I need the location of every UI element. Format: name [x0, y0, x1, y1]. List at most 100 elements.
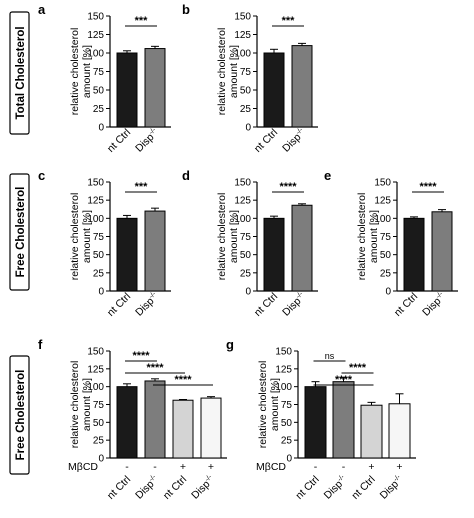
category-label-superscript: -/-	[148, 290, 158, 300]
panel-d: d 0 25 50 75 100 125 150 relative cholesterolamo…	[182, 168, 318, 319]
bar	[304, 386, 327, 459]
y-tick-label: 0	[98, 123, 104, 134]
bar	[332, 381, 355, 459]
significance-label: ****	[146, 362, 164, 374]
category-label: nt Ctrl	[293, 474, 321, 502]
y-axis-label-line: amount [%]	[228, 45, 240, 98]
y-axis-label-line: amount [%]	[228, 210, 240, 263]
category-label-superscript: -/-	[336, 473, 346, 483]
panel-letter: g	[226, 337, 234, 352]
category-label-text: nt Ctrl	[105, 474, 133, 502]
panel-a: a 0 25 50 75 100 125 150 relative cholesterolamo…	[38, 2, 171, 155]
y-tick-label: 0	[245, 287, 251, 298]
category-label-superscript: -/-	[148, 473, 158, 483]
y-tick-label: 25	[93, 268, 105, 279]
y-tick-label: 150	[87, 347, 104, 358]
y-tick-label: 125	[87, 30, 104, 41]
row-label-3: Free Cholesterol	[9, 355, 30, 475]
y-tick-label: 75	[93, 400, 105, 411]
significance-label: ns	[325, 351, 335, 361]
y-tick-label: 100	[234, 49, 251, 60]
y-axis-label-line: amount [%]	[81, 210, 93, 263]
category-label: nt Ctrl	[392, 291, 420, 319]
panel-letter: c	[38, 168, 45, 183]
category-label-text: nt Ctrl	[349, 474, 377, 502]
category-label: nt Ctrl	[252, 291, 280, 319]
y-tick-label: 150	[234, 178, 251, 189]
significance-label: ***	[135, 181, 149, 193]
category-label: Disp-/-	[420, 290, 448, 318]
y-tick-label: 125	[234, 30, 251, 41]
y-axis-label-line: amount [%]	[81, 378, 93, 431]
bar	[360, 404, 383, 459]
y-tick-label: 150	[87, 178, 104, 189]
y-axis-label-line: relative cholesterol	[257, 361, 269, 449]
bar	[116, 217, 138, 292]
treatment-label: MβCD	[68, 461, 98, 473]
panel-letter: b	[182, 2, 190, 17]
treatment-sign: +	[396, 461, 402, 473]
treatment-sign: +	[180, 461, 186, 473]
y-axis-label: relative cholesterolamount [%]	[216, 28, 240, 116]
y-tick-label: 125	[234, 196, 251, 207]
bar	[263, 217, 285, 292]
y-tick-label: 100	[87, 49, 104, 60]
row-label-1-text: Total Cholesterol	[15, 26, 27, 119]
category-label: Disp-/-	[133, 473, 161, 501]
category-label-superscript: -/-	[295, 126, 305, 136]
y-tick-label: 100	[275, 382, 292, 393]
panel-e: e 0 25 50 75 100 125 150 relative cholesterolamo…	[324, 168, 458, 319]
y-axis-label: relative cholesterolamount [%]	[216, 193, 240, 281]
panel-letter: d	[182, 168, 190, 183]
y-tick-label: 25	[240, 104, 252, 115]
bar	[263, 52, 285, 128]
category-label-text: nt Ctrl	[392, 291, 420, 319]
category-label: nt Ctrl	[105, 127, 133, 155]
category-label: Disp-/-	[133, 290, 161, 318]
treatment-sign: +	[368, 461, 374, 473]
y-tick-label: 75	[240, 67, 252, 78]
significance-label: ****	[419, 181, 437, 193]
bar	[116, 52, 138, 128]
y-tick-label: 125	[275, 364, 292, 375]
treatment-sign: -	[314, 461, 318, 473]
bar	[403, 217, 425, 292]
y-tick-label: 150	[87, 12, 104, 23]
category-label: Disp-/-	[322, 473, 350, 501]
y-tick-label: 25	[281, 436, 293, 447]
y-tick-label: 100	[87, 382, 104, 393]
y-tick-label: 100	[234, 214, 251, 225]
y-tick-label: 125	[374, 196, 391, 207]
significance-label: ***	[282, 15, 296, 27]
category-label-text: nt Ctrl	[105, 291, 133, 319]
panel-f: f 0 25 50 75 100 125 150 relative cholesterolamo…	[38, 337, 227, 502]
y-tick-label: 25	[240, 268, 252, 279]
category-label: Disp-/-	[378, 473, 406, 501]
bar	[144, 210, 166, 292]
y-axis-label-line: relative cholesterol	[69, 193, 81, 281]
y-tick-label: 25	[93, 436, 105, 447]
category-label-text: nt Ctrl	[252, 291, 280, 319]
category-label-text: nt Ctrl	[252, 127, 280, 155]
category-label-text: nt Ctrl	[105, 127, 133, 155]
category-label: nt Ctrl	[105, 291, 133, 319]
y-tick-label: 50	[93, 418, 105, 429]
bar	[291, 45, 313, 128]
y-tick-label: 0	[98, 287, 104, 298]
category-label: nt Ctrl	[349, 474, 377, 502]
y-tick-label: 75	[93, 67, 105, 78]
y-axis-label: relative cholesterolamount [%]	[69, 28, 93, 116]
y-tick-label: 75	[93, 232, 105, 243]
panel-b: b 0 25 50 75 100 125 150 relative cholesterolamo…	[182, 2, 318, 155]
category-label: Disp-/-	[133, 126, 161, 154]
bar	[172, 399, 194, 459]
treatment-label: MβCD	[256, 461, 286, 473]
treatment-sign: -	[342, 461, 346, 473]
treatment-sign: +	[208, 461, 214, 473]
y-tick-label: 125	[87, 196, 104, 207]
y-tick-label: 0	[98, 454, 104, 465]
y-axis-label-line: amount [%]	[368, 210, 380, 263]
category-label: nt Ctrl	[252, 127, 280, 155]
y-tick-label: 50	[380, 250, 392, 261]
bar	[116, 386, 138, 459]
